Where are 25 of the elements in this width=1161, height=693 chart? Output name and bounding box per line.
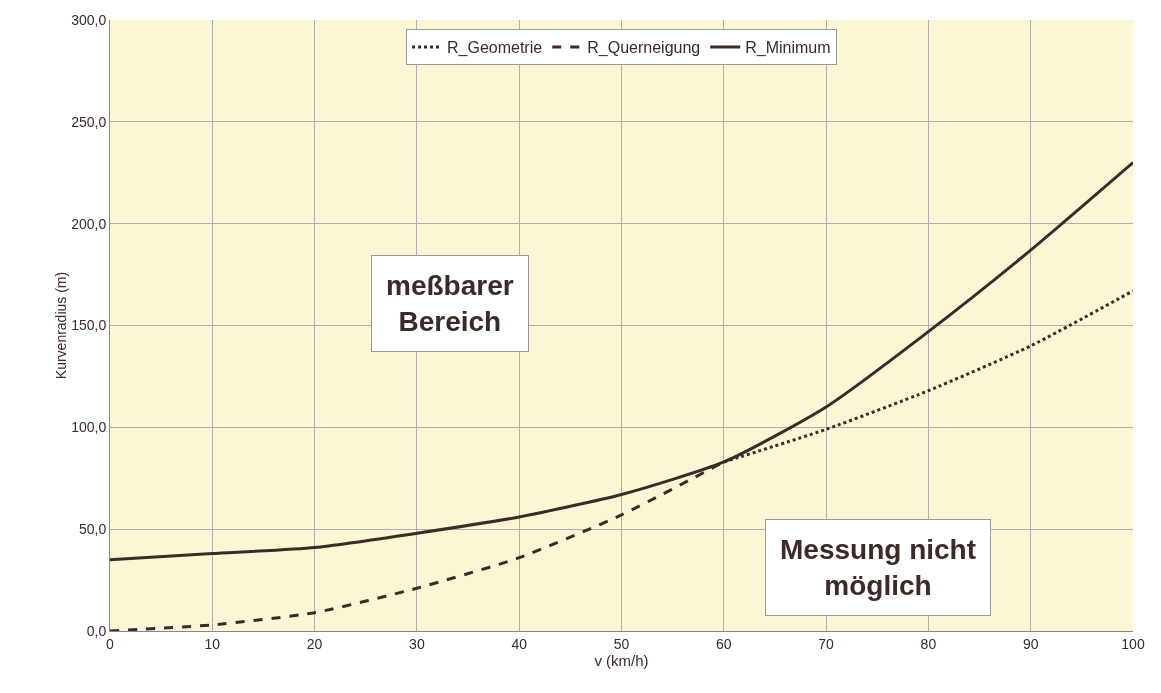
x-tick-label: 40 <box>511 635 528 652</box>
x-tick-label: 50 <box>613 635 630 652</box>
annotation: Messung nicht möglich <box>780 534 977 602</box>
legend-label: R_Geometrie <box>447 39 543 58</box>
y-tick-label: 300,0 <box>71 11 107 28</box>
legend-label: R_Querneigung <box>587 39 701 58</box>
legend-label: R_Minimum <box>745 39 831 58</box>
x-tick-label: 60 <box>716 635 732 652</box>
x-tick-label: 80 <box>920 635 937 652</box>
x-tick-label: 20 <box>306 635 323 652</box>
y-tick-label: 0,0 <box>86 622 107 639</box>
y-tick-label: 200,0 <box>71 215 107 232</box>
x-tick-label: 70 <box>818 635 835 652</box>
x-tick-label: 30 <box>409 635 425 652</box>
x-tick-label: 100 <box>1121 635 1145 652</box>
annotation: meßbarer Bereich <box>386 270 514 338</box>
x-tick-label: 10 <box>204 635 221 652</box>
y-tick-label: 250,0 <box>71 113 107 130</box>
y-tick-label: 150,0 <box>71 317 107 334</box>
x-tick-label: 90 <box>1022 635 1039 652</box>
x-tick-label: 0 <box>106 635 115 652</box>
y-tick-label: 100,0 <box>71 419 107 436</box>
y-tick-label: 50,0 <box>78 521 107 538</box>
x-axis-title: v (km/h) <box>594 651 649 669</box>
y-axis-title: Kurvenradius (m) <box>53 271 70 380</box>
